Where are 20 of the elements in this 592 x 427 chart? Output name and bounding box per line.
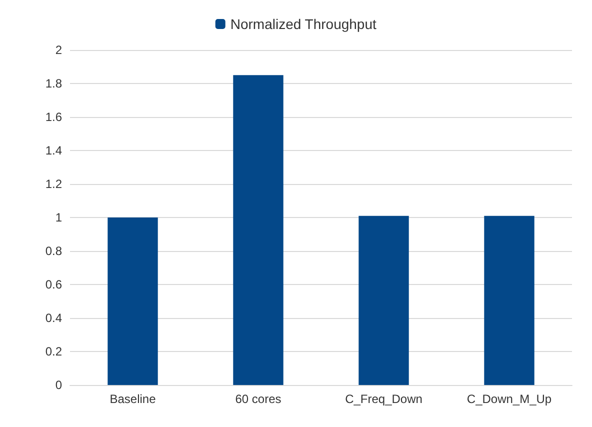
x-tick-label: 60 cores [235,392,282,406]
bar [484,216,534,385]
y-tick-label: 0 [55,378,62,392]
y-tick-label: 0.8 [45,244,62,258]
y-tick-label: 2 [55,43,62,57]
y-tick-label: 0.6 [45,278,62,292]
y-tick-label: 0.4 [45,311,62,325]
bar [233,75,284,385]
bar [358,216,409,385]
y-tick-label: 1 [55,210,62,224]
x-tick-label: C_Down_M_Up [466,392,552,406]
bar [108,218,158,385]
y-tick-label: 1.6 [45,110,62,124]
legend-label: Normalized Throughput [230,16,377,32]
x-tick-label: Baseline [110,392,156,406]
y-tick-label: 1.4 [45,144,62,158]
y-tick-label: 1.8 [45,76,62,90]
y-tick-label: 1.2 [45,177,62,191]
y-tick-label: 0.2 [45,344,62,358]
x-tick-label: C_Freq_Down [345,392,422,406]
